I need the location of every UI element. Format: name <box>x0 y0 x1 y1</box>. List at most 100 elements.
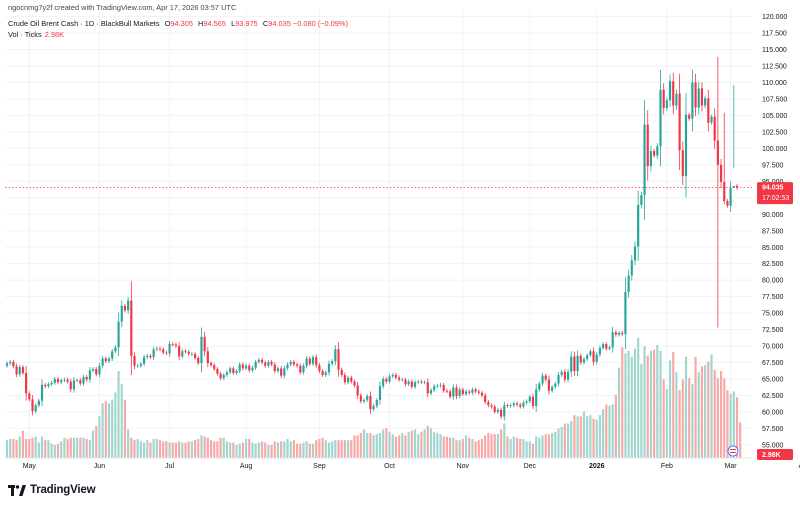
y-tick-label: 67.500 <box>762 360 784 367</box>
candle-body <box>139 363 142 366</box>
candle-body <box>500 409 503 417</box>
volume-axis-tag <box>757 449 793 460</box>
candle-body <box>410 381 413 387</box>
volume-bar <box>509 438 512 458</box>
volume-bar <box>40 436 44 458</box>
volume-bar <box>563 423 566 458</box>
tradingview-logo[interactable]: TradingView <box>8 484 96 496</box>
candle-body <box>519 404 522 407</box>
volume-bar <box>18 436 21 458</box>
candle-body <box>490 405 493 407</box>
candle-body <box>203 336 206 352</box>
candle-body <box>34 405 37 412</box>
symbol-name[interactable]: Crude Oil Brent Cash · 1D · BlackBull Ma… <box>8 19 160 28</box>
candle-body <box>413 382 417 387</box>
candle-body <box>713 116 716 141</box>
candle-body <box>53 378 56 383</box>
volume-bar <box>299 443 302 458</box>
volume-bar <box>621 347 624 458</box>
volume-bar <box>417 434 420 458</box>
volume-bar <box>321 437 324 458</box>
volume-bar <box>490 434 493 458</box>
y-tick-label: 62.500 <box>762 393 784 400</box>
candle-body <box>305 358 308 366</box>
y-tick-label: 60.000 <box>762 409 784 416</box>
candle-body <box>445 390 448 392</box>
volume-bar <box>193 440 197 458</box>
candle-body <box>197 357 200 364</box>
volume-bar <box>366 433 369 458</box>
y-tick-label: 120.000 <box>762 14 787 21</box>
volume-bar <box>53 444 56 458</box>
volume-bar <box>289 441 292 458</box>
volume-bar <box>206 437 209 458</box>
volume-bar <box>31 437 34 458</box>
volume-bar <box>209 440 213 458</box>
candle-body <box>449 391 452 397</box>
volume-bar <box>541 435 544 458</box>
volume-bar <box>382 429 385 458</box>
volume-layer <box>5 337 742 458</box>
candle-body <box>334 349 337 362</box>
candle-body <box>302 365 305 373</box>
volume-bar <box>700 366 704 458</box>
volume-bar <box>713 369 716 458</box>
y-tick-label: 102.500 <box>762 129 787 136</box>
candle-body <box>512 403 515 406</box>
y-tick-label: 115.000 <box>762 47 787 54</box>
candle-body <box>178 346 181 357</box>
candle-body <box>229 368 232 373</box>
volume-bar <box>672 352 675 458</box>
volume-bar <box>111 399 114 458</box>
volume-bar <box>241 442 244 458</box>
volume-bar <box>337 440 340 458</box>
x-tick-label: Feb <box>661 463 673 470</box>
event-flag-icon <box>727 445 739 457</box>
candle-body <box>101 358 104 366</box>
candle-body <box>174 344 178 346</box>
volume-bar <box>305 441 308 458</box>
candle-body <box>276 368 280 372</box>
volume-legend[interactable]: Vol · Ticks 2.98K <box>8 30 64 39</box>
volume-bar <box>611 404 614 458</box>
volume-bar <box>181 442 184 458</box>
volume-bar <box>21 430 25 458</box>
candle-body <box>378 386 382 401</box>
candle-body <box>688 114 691 119</box>
candle-body <box>719 164 723 182</box>
volume-bar <box>719 371 723 458</box>
volume-bar <box>627 350 630 458</box>
volume-bar <box>219 437 222 458</box>
volume-label[interactable]: Vol · Ticks <box>8 30 42 39</box>
volume-bar <box>216 441 219 458</box>
candle-body <box>684 114 688 177</box>
volume-bar <box>142 442 146 458</box>
volume-bar <box>471 438 474 458</box>
candle-body <box>315 357 318 366</box>
candle-body <box>190 353 193 355</box>
symbol-legend[interactable]: Crude Oil Brent Cash · 1D · BlackBull Ma… <box>8 19 348 28</box>
y-tick-label: 110.000 <box>762 80 787 87</box>
volume-bar <box>605 404 608 458</box>
volume-bar <box>200 435 203 458</box>
candle-body <box>251 367 254 371</box>
volume-bar <box>340 440 343 458</box>
volume-bar <box>270 444 273 458</box>
candle-body <box>452 387 455 397</box>
candle-body <box>193 353 197 358</box>
candle-body <box>704 98 707 106</box>
candle-layer <box>5 56 739 421</box>
volume-bar <box>133 440 136 458</box>
volume-bar <box>5 440 9 458</box>
volume-bar <box>681 379 684 458</box>
candle-body <box>509 405 512 407</box>
axis-layer: 120.000 117.500 115.000 112.500 110.000 107.5… <box>5 14 800 470</box>
candle-body <box>458 389 461 397</box>
candle-body <box>566 371 570 380</box>
volume-bar <box>426 425 429 458</box>
attribution-text: ngocnmg7y2f created with TradingView.com… <box>8 3 237 12</box>
candle-body <box>200 336 203 364</box>
candle-body <box>547 379 551 391</box>
